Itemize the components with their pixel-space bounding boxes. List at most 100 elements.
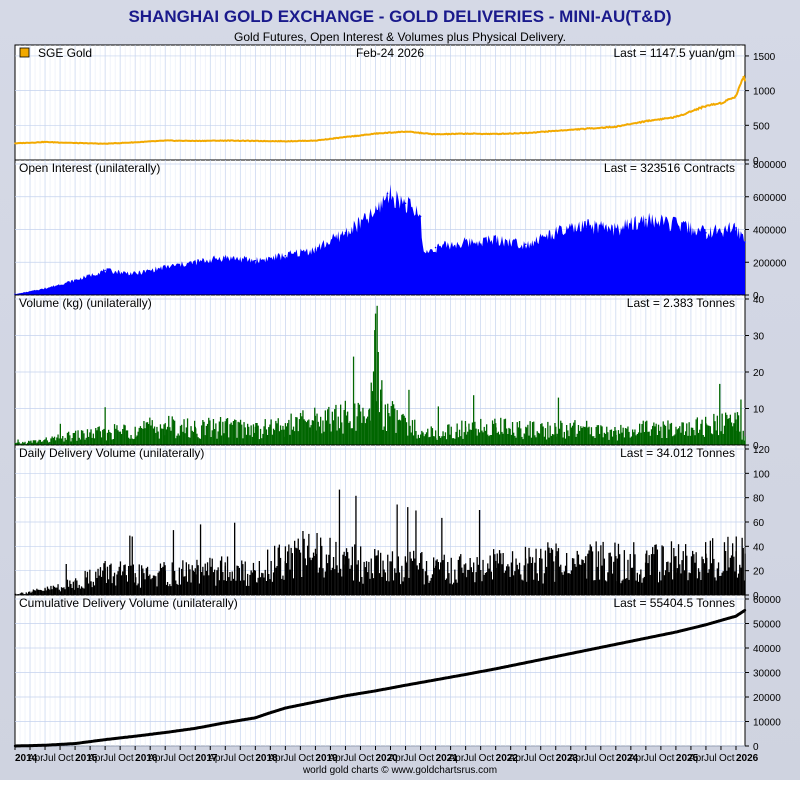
- volume-bar: [113, 424, 116, 445]
- volume-bar: [317, 421, 319, 445]
- volume-bar: [380, 389, 382, 445]
- volume-bar: [175, 438, 177, 445]
- volume-bar: [394, 408, 396, 445]
- delivery-bar: [450, 557, 452, 595]
- x-tick-label: Oct: [58, 753, 74, 764]
- volume-data-bar: [705, 423, 707, 445]
- delivery-bar: [186, 581, 189, 595]
- volume-bar: [274, 430, 276, 445]
- delivery-bar: [737, 573, 740, 595]
- delivery-bar: [736, 577, 739, 595]
- y-tick-label: 60000: [753, 595, 781, 606]
- delivery-bar: [230, 580, 232, 595]
- volume-bar: [360, 411, 362, 445]
- volume-bar: [176, 435, 178, 445]
- delivery-bar: [225, 580, 228, 595]
- volume-bar: [115, 428, 117, 445]
- volume-bar: [111, 439, 113, 445]
- volume-bar: [221, 435, 223, 445]
- volume-bar: [157, 431, 159, 445]
- volume-bar: [109, 432, 111, 445]
- delivery-bar: [423, 584, 425, 595]
- delivery-bar: [245, 585, 248, 595]
- delivery-bar: [633, 542, 635, 595]
- delivery-bar: [318, 567, 321, 595]
- volume-data-bar: [224, 423, 226, 445]
- volume-bar: [249, 435, 251, 445]
- volume-bar: [493, 423, 495, 445]
- open-interest-point: [344, 231, 347, 234]
- delivery-bar: [673, 548, 675, 595]
- volume-bar: [424, 434, 426, 445]
- volume-bar: [436, 439, 438, 445]
- y-tick-label: 0: [753, 441, 759, 452]
- volume-bar: [142, 428, 144, 445]
- volume-bar: [634, 429, 636, 445]
- delivery-bar: [360, 546, 362, 595]
- volume-bar: [453, 438, 455, 445]
- delivery-bar: [50, 585, 52, 595]
- volume-bar: [184, 433, 186, 445]
- delivery-bar: [583, 563, 585, 595]
- delivery-bar: [364, 567, 366, 595]
- delivery-bar: [49, 589, 51, 595]
- delivery-bar: [643, 576, 645, 595]
- delivery-data-bar: [194, 568, 196, 595]
- delivery-bar: [88, 583, 90, 595]
- volume-bar: [244, 427, 246, 445]
- y-tick-label: 600000: [753, 193, 787, 204]
- delivery-bar: [382, 560, 384, 595]
- volume-bar: [257, 425, 259, 445]
- delivery-bar: [77, 587, 79, 595]
- delivery-bar: [394, 568, 396, 595]
- volume-bar: [715, 430, 717, 445]
- volume-bar: [387, 403, 389, 445]
- delivery-bar: [279, 557, 282, 595]
- volume-bar: [546, 439, 548, 445]
- volume-bar: [628, 431, 630, 445]
- volume-bar: [567, 430, 569, 445]
- y-tick-label: 1000: [753, 87, 776, 98]
- delivery-bar: [508, 566, 510, 595]
- volume-bar: [723, 425, 726, 445]
- volume-bar: [594, 438, 596, 445]
- volume-bar: [448, 424, 450, 445]
- volume-bar: [612, 436, 614, 445]
- volume-bar: [595, 427, 597, 445]
- x-tick-label: Apr: [148, 753, 164, 764]
- volume-bar: [96, 430, 98, 445]
- volume-bar: [131, 438, 133, 445]
- open-interest-point: [744, 241, 746, 243]
- delivery-bar: [734, 571, 736, 595]
- delivery-bar: [63, 587, 65, 595]
- volume-bar: [335, 404, 337, 445]
- x-tick-label: Apr: [509, 753, 525, 764]
- x-tick-label: Oct: [358, 753, 374, 764]
- volume-bar: [63, 441, 65, 445]
- delivery-bar: [229, 572, 231, 595]
- volume-bar: [259, 428, 262, 445]
- delivery-bar: [59, 591, 61, 595]
- delivery-bar: [218, 580, 220, 595]
- volume-bar: [316, 413, 318, 445]
- delivery-bar: [396, 504, 398, 595]
- delivery-bar: [172, 530, 175, 595]
- delivery-data-bar: [705, 553, 707, 595]
- volume-bar: [688, 422, 690, 445]
- y-tick-label: 40000: [753, 644, 781, 655]
- delivery-data-bar: [744, 553, 746, 595]
- delivery-bar: [125, 575, 127, 595]
- volume-bar: [591, 436, 594, 445]
- volume-bar: [256, 423, 258, 445]
- delivery-bar: [105, 583, 107, 595]
- delivery-bar: [648, 555, 650, 595]
- open-interest-point: [134, 272, 136, 275]
- volume-bar: [621, 432, 623, 445]
- delivery-bar: [271, 581, 273, 595]
- volume-bar: [138, 427, 140, 445]
- volume-bar: [602, 437, 604, 445]
- volume-bar: [342, 433, 344, 445]
- volume-data-bar: [194, 426, 196, 445]
- delivery-bar: [30, 592, 32, 595]
